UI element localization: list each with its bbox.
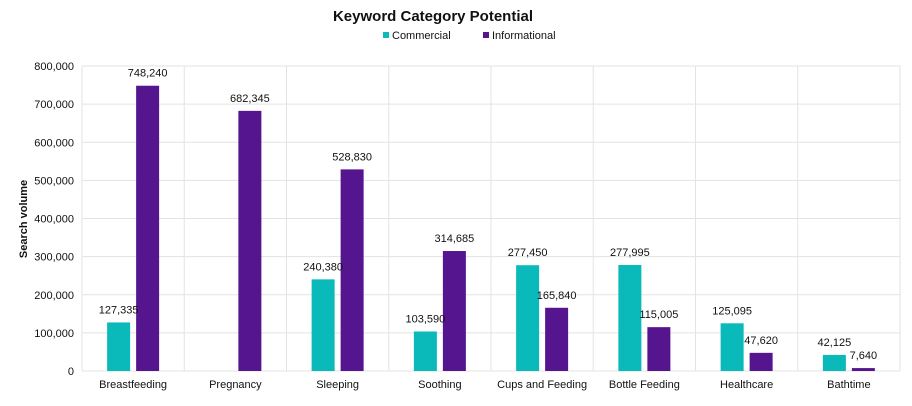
legend-swatch-informational — [483, 32, 489, 38]
y-tick-label: 100,000 — [34, 328, 74, 340]
y-axis-title: Search volume — [18, 180, 30, 258]
bar-informational-breastfeeding — [136, 85, 160, 372]
data-label-commercial-breastfeeding: 127,335 — [99, 304, 139, 316]
x-category-label: Pregnancy — [209, 379, 262, 391]
y-axis-ticks: 0 100,000 200,000 300,000 400,000 500,000 600,… — [34, 61, 74, 378]
bar-commercial-bathtime — [822, 354, 846, 371]
y-tick-label: 500,000 — [34, 175, 74, 187]
data-label-informational-bathtime: 7,640 — [850, 350, 878, 362]
y-tick-label: 400,000 — [34, 214, 74, 226]
bar-commercial-healthcare — [720, 323, 744, 371]
bar-commercial-breastfeeding — [107, 322, 131, 371]
x-category-label: Bathtime — [827, 379, 870, 391]
data-label-commercial-bottle-feeding: 277,995 — [610, 247, 650, 259]
y-tick-label: 800,000 — [34, 61, 74, 73]
x-category-label: Bottle Feeding — [609, 379, 680, 391]
bar-commercial-soothing — [413, 331, 437, 371]
bar-informational-healthcare — [749, 352, 773, 371]
bar-informational-bathtime — [851, 368, 875, 371]
y-tick-label: 700,000 — [34, 99, 74, 111]
x-category-label: Sleeping — [316, 379, 359, 391]
data-label-informational-pregnancy: 682,345 — [230, 93, 270, 105]
bar-informational-cups-and-feeding — [545, 307, 569, 371]
bar-informational-soothing — [442, 251, 466, 371]
y-tick-label: 600,000 — [34, 137, 74, 149]
data-label-informational-bottle-feeding: 115,005 — [639, 309, 678, 321]
y-tick-label: 300,000 — [34, 252, 74, 264]
data-label-commercial-healthcare: 125,095 — [712, 305, 752, 317]
data-label-informational-soothing: 314,685 — [434, 233, 474, 245]
data-label-commercial-bathtime: 42,125 — [818, 337, 852, 349]
x-category-label: Cups and Feeding — [497, 379, 587, 391]
bar-informational-sleeping — [340, 169, 364, 371]
bar-commercial-bottle-feeding — [618, 265, 642, 371]
bar-informational-pregnancy — [238, 110, 262, 372]
x-category-label: Breastfeeding — [99, 379, 167, 391]
bar-informational-bottle-feeding — [647, 327, 671, 371]
bars — [107, 85, 875, 372]
y-tick-label: 200,000 — [34, 290, 74, 302]
data-label-informational-sleeping: 528,830 — [332, 151, 372, 163]
data-label-commercial-sleeping: 240,380 — [303, 261, 343, 273]
x-category-label: Healthcare — [720, 379, 773, 391]
data-label-commercial-soothing: 103,590 — [405, 314, 445, 326]
data-labels: 127,335 748,240 682,345 240,380 528,830 103,5… — [99, 68, 877, 362]
y-tick-label: 0 — [68, 366, 74, 378]
chart-title: Keyword Category Potential — [333, 8, 533, 25]
legend-label-commercial: Commercial — [392, 30, 451, 42]
x-category-label: Soothing — [418, 379, 461, 391]
bar-commercial-sleeping — [311, 279, 335, 371]
legend-label-informational: Informational — [492, 30, 556, 42]
bar-commercial-cups-and-feeding — [516, 265, 540, 371]
legend-swatch-commercial — [383, 32, 389, 38]
data-label-informational-cups-and-feeding: 165,840 — [537, 290, 577, 302]
x-axis-categories: Breastfeeding Pregnancy Sleeping Soothing Cu… — [99, 379, 870, 391]
data-label-informational-breastfeeding: 748,240 — [128, 68, 168, 80]
gridlines — [81, 65, 901, 372]
data-label-informational-healthcare: 47,620 — [744, 335, 778, 347]
data-label-commercial-cups-and-feeding: 277,450 — [508, 247, 548, 259]
legend: Commercial Informational — [383, 30, 556, 42]
